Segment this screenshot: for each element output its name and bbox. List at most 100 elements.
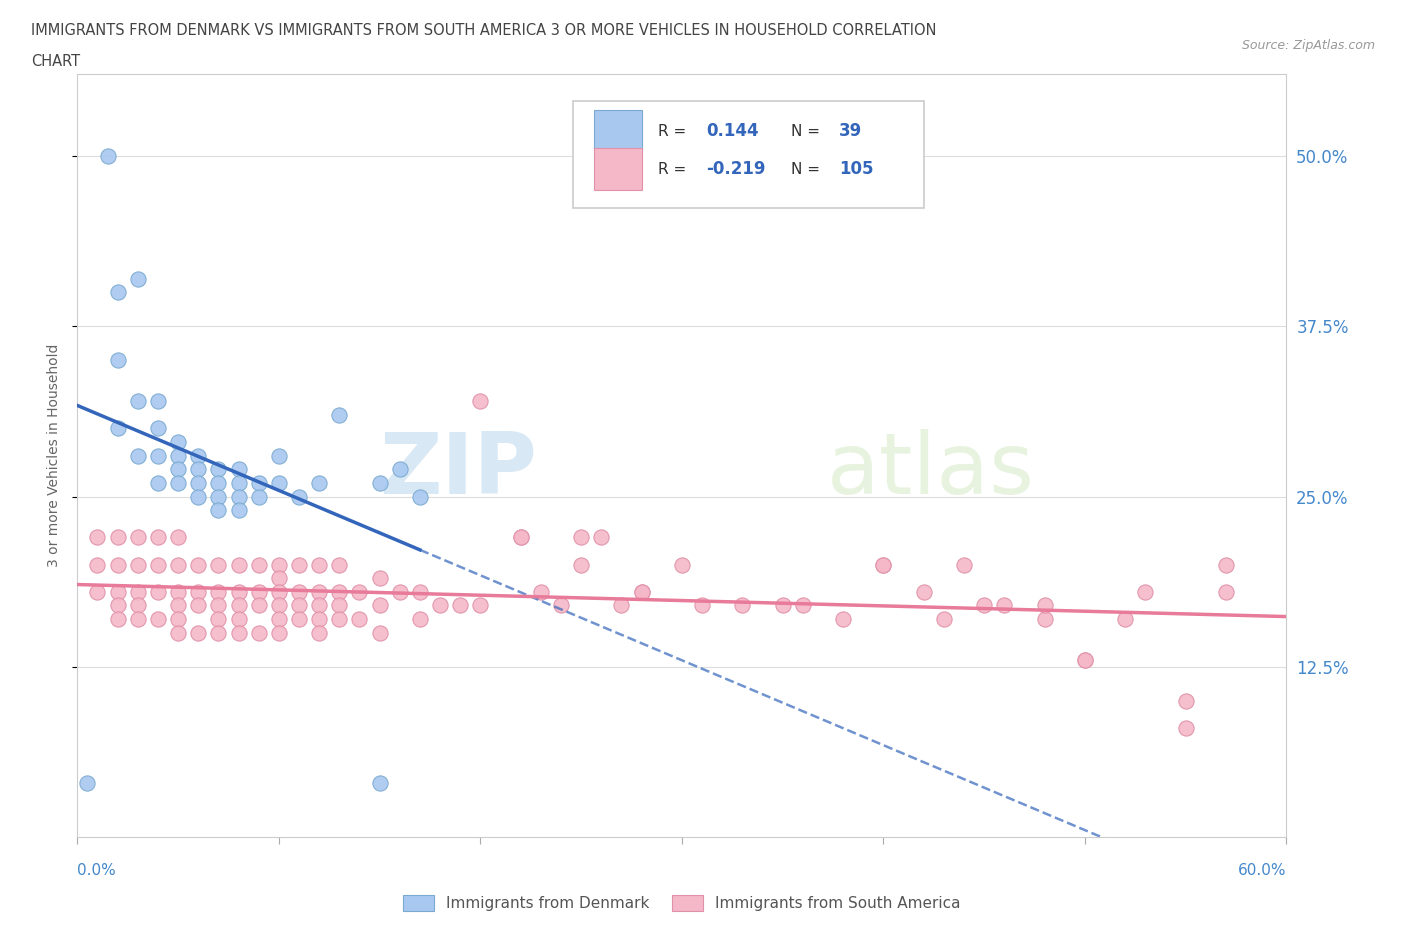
Point [470, 598, 492, 613]
Point [228, 625, 250, 640]
Point [167, 584, 190, 599]
Point [1215, 557, 1237, 572]
Bar [593, 111, 643, 153]
Point [107, 584, 129, 599]
Point [569, 557, 592, 572]
Point [288, 584, 311, 599]
Point [107, 353, 129, 368]
Point [409, 489, 432, 504]
Point [207, 625, 229, 640]
Point [288, 557, 311, 572]
Point [187, 557, 209, 572]
Point [187, 475, 209, 490]
Point [1074, 653, 1097, 668]
Point [167, 475, 190, 490]
Point [167, 530, 190, 545]
Bar [593, 149, 643, 191]
Point [247, 625, 270, 640]
Point [328, 598, 350, 613]
Point [167, 448, 190, 463]
Point [187, 462, 209, 477]
Point [76, 775, 98, 790]
Point [368, 625, 391, 640]
Point [630, 584, 652, 599]
Point [267, 598, 290, 613]
Point [146, 448, 169, 463]
Point [127, 448, 149, 463]
Point [308, 584, 330, 599]
Point [207, 462, 229, 477]
Text: N =: N = [790, 162, 824, 177]
Point [308, 557, 330, 572]
Point [127, 557, 149, 572]
Point [328, 612, 350, 627]
Point [349, 612, 371, 627]
Point [267, 571, 290, 586]
Point [328, 584, 350, 599]
Point [228, 557, 250, 572]
Point [368, 475, 391, 490]
Point [207, 557, 229, 572]
Text: ZIP: ZIP [380, 430, 537, 512]
Point [267, 625, 290, 640]
Point [267, 475, 290, 490]
Point [792, 598, 814, 613]
Point [308, 612, 330, 627]
Point [187, 448, 209, 463]
Point [1215, 584, 1237, 599]
Point [207, 598, 229, 613]
Point [107, 557, 129, 572]
Point [86, 530, 108, 545]
Text: N =: N = [790, 124, 824, 139]
Point [368, 571, 391, 586]
Point [932, 612, 955, 627]
Point [610, 598, 633, 613]
Text: atlas: atlas [827, 430, 1035, 512]
Point [1135, 584, 1157, 599]
Point [107, 421, 129, 436]
Point [127, 393, 149, 408]
Text: 60.0%: 60.0% [1239, 863, 1286, 878]
Point [247, 598, 270, 613]
Point [207, 503, 229, 518]
Point [308, 598, 330, 613]
Point [86, 557, 108, 572]
Point [368, 598, 391, 613]
Point [187, 598, 209, 613]
Text: 105: 105 [839, 160, 873, 179]
Point [530, 584, 553, 599]
Point [247, 489, 270, 504]
Point [107, 285, 129, 299]
Point [167, 598, 190, 613]
Point [127, 598, 149, 613]
Point [187, 489, 209, 504]
Point [772, 598, 794, 613]
Point [228, 462, 250, 477]
Point [1074, 653, 1097, 668]
Point [267, 448, 290, 463]
Point [247, 584, 270, 599]
Point [167, 462, 190, 477]
Point [731, 598, 754, 613]
Point [146, 584, 169, 599]
Point [107, 598, 129, 613]
Point [187, 584, 209, 599]
Point [146, 421, 169, 436]
Point [228, 503, 250, 518]
Point [308, 625, 330, 640]
Point [167, 612, 190, 627]
Point [1033, 598, 1056, 613]
Point [127, 612, 149, 627]
Point [449, 598, 471, 613]
Point [993, 598, 1015, 613]
Point [127, 584, 149, 599]
Point [207, 584, 229, 599]
Point [550, 598, 572, 613]
Point [368, 775, 391, 790]
Point [146, 530, 169, 545]
Point [228, 584, 250, 599]
Point [228, 598, 250, 613]
FancyBboxPatch shape [574, 101, 924, 208]
Point [207, 489, 229, 504]
Point [690, 598, 713, 613]
